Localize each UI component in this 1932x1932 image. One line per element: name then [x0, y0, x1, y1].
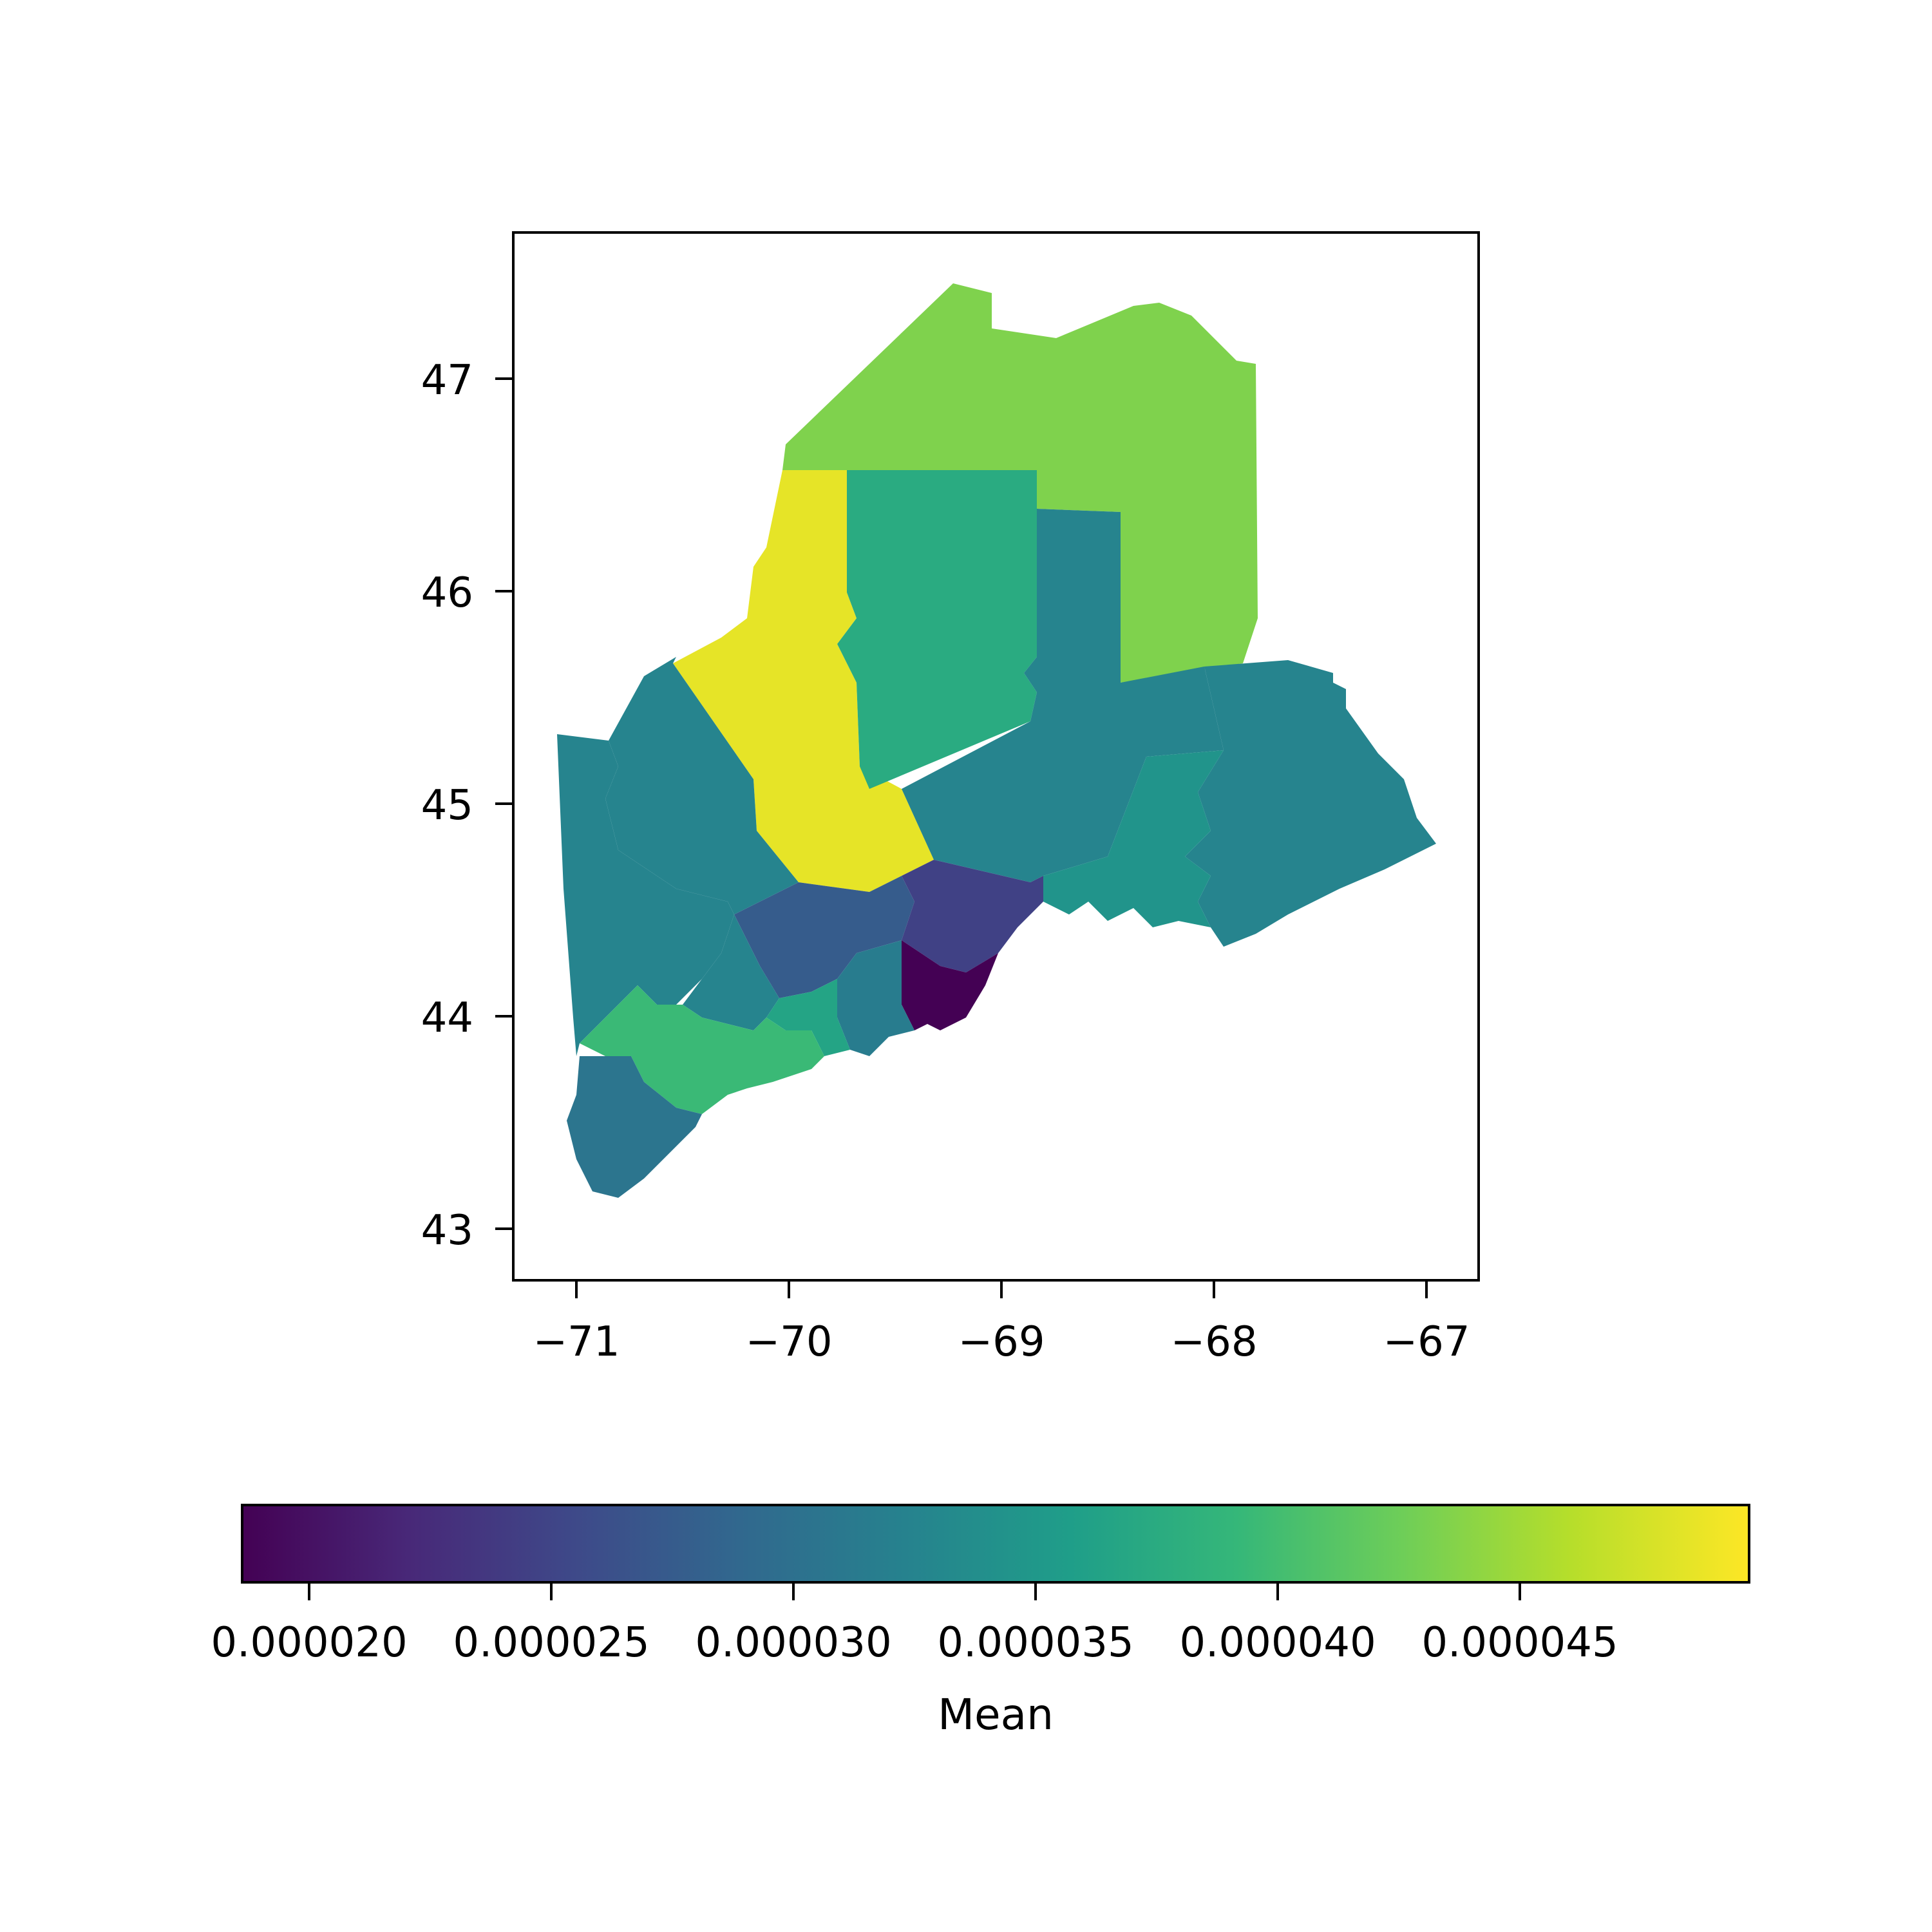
x-tick-label: −71	[533, 1318, 620, 1366]
colorbar	[241, 1504, 1750, 1584]
x-tick-label: −69	[958, 1318, 1045, 1366]
y-axis-tick-labels: 47 46 45 44 43	[421, 357, 473, 1255]
region-franklin	[605, 657, 799, 914]
y-tick-label: 44	[421, 994, 473, 1042]
y-tick-label: 45	[421, 782, 473, 829]
colorbar-tick-labels: 0.000020 0.000025 0.000030 0.000035 0.00…	[211, 1619, 1618, 1667]
colorbar-tick-label: 0.000025	[453, 1619, 649, 1667]
colorbar-tick-label: 0.000030	[695, 1619, 891, 1667]
colorbar-tick-label: 0.000020	[211, 1619, 407, 1667]
region-cumberland	[580, 985, 824, 1114]
region-hancock	[1043, 750, 1224, 927]
region-york	[567, 1056, 702, 1198]
region-washington	[1185, 660, 1436, 947]
colorbar-tick-label: 0.000040	[1179, 1619, 1376, 1667]
colorbar-tick-label: 0.000045	[1421, 1619, 1618, 1667]
colorbar-ticks	[308, 1582, 1521, 1600]
y-tick-label: 47	[421, 357, 473, 404]
region-waldo	[902, 860, 1043, 972]
region-knox	[902, 940, 998, 1030]
colorbar-label: Mean	[938, 1690, 1054, 1739]
y-tick-label: 46	[421, 569, 473, 617]
x-axis-tick-labels: −71 −70 −69 −68 −67	[533, 1318, 1470, 1366]
y-tick-label: 43	[421, 1207, 473, 1255]
region-penobscot-north	[902, 509, 1224, 882]
x-tick-label: −70	[745, 1318, 832, 1366]
map-regions	[557, 283, 1436, 1198]
x-tick-label: −67	[1383, 1318, 1470, 1366]
colorbar-tick-label: 0.000035	[937, 1619, 1133, 1667]
x-axis-ticks	[575, 1280, 1428, 1298]
x-tick-label: −68	[1170, 1318, 1257, 1366]
axes-frame	[512, 231, 1480, 1282]
region-aroostook	[782, 283, 1258, 683]
region-androscoggin	[683, 914, 779, 1030]
region-oxford	[557, 734, 734, 1056]
region-lincoln	[837, 940, 914, 1056]
region-kennebec	[734, 860, 934, 998]
y-axis-ticks	[495, 377, 513, 1230]
region-somerset-north	[837, 470, 1037, 789]
region-sagadahoc	[766, 979, 850, 1056]
